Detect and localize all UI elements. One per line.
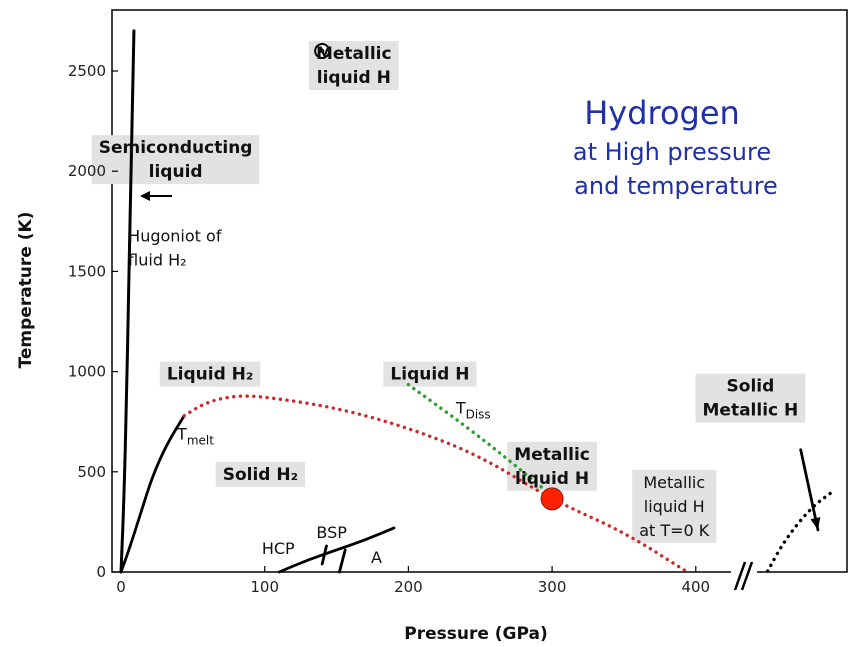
label-hugoniot: Hugoniot of fluid H₂ xyxy=(128,226,222,269)
x-tick-label: 300 xyxy=(538,578,567,596)
label-bsp: BSP xyxy=(316,523,347,542)
label-line: Liquid H₂ xyxy=(167,365,254,385)
x-tick-label: 100 xyxy=(250,578,279,596)
label-solid-metallic-h: Solid Metallic H xyxy=(703,377,799,421)
label-line: A xyxy=(371,548,382,567)
label-line: liquid H xyxy=(515,469,589,489)
series-hugoniot xyxy=(119,29,136,574)
chart-subtitle-2: and temperature xyxy=(574,172,778,200)
label-t-melt: Tmelt xyxy=(176,425,214,448)
annotation-labels: Metallic liquid H Semiconducting liquid Hugo… xyxy=(99,44,799,567)
label-metallic-liquid-h-zero: Metallic liquid H at T=0 K xyxy=(639,473,710,540)
label-hcp: HCP xyxy=(262,539,295,558)
label-box xyxy=(91,135,260,185)
label-box xyxy=(695,373,806,423)
x-axis-title: Pressure (GPa) xyxy=(404,624,548,644)
plot-frame xyxy=(111,9,848,573)
label-liquid-h: Liquid H xyxy=(390,365,469,385)
chart-title: Hydrogen xyxy=(584,94,740,132)
label-box xyxy=(215,461,306,487)
label-box xyxy=(632,469,717,543)
series-solid_metallic_boundary xyxy=(765,490,835,573)
label-box xyxy=(159,361,261,387)
label-box xyxy=(383,361,477,387)
arrowhead-icon xyxy=(810,517,821,530)
chart-subtitle-1: at High pressure xyxy=(573,138,771,166)
label-metallic-liquid-h-mid: Metallic liquid H xyxy=(514,445,590,489)
series-solid_metallic_arrow xyxy=(799,448,820,532)
x-tick-label: 0 xyxy=(116,578,126,596)
y-tick-label: 1000 xyxy=(68,363,106,381)
label-t-diss: TDiss xyxy=(455,399,491,422)
label-phase-a: A xyxy=(371,548,382,567)
y-axis-title: Temperature (K) xyxy=(16,212,36,369)
label-line: Tmelt xyxy=(176,425,214,448)
data-curves xyxy=(119,29,835,574)
label-line: at T=0 K xyxy=(639,521,710,540)
y-tick-label: 0 xyxy=(96,563,106,581)
label-line: Metallic xyxy=(643,473,705,492)
label-line: fluid H₂ xyxy=(128,250,186,269)
label-line: Metallic xyxy=(316,44,392,64)
label-line: liquid H xyxy=(644,497,705,516)
label-boxes xyxy=(91,40,806,543)
label-liquid-h2: Liquid H₂ xyxy=(167,365,254,385)
label-line: Liquid H xyxy=(390,365,469,385)
critical-point-marker xyxy=(540,487,564,511)
label-line: BSP xyxy=(316,523,347,542)
metallic-liquid-marker-dot xyxy=(319,48,325,54)
axis-break-icon xyxy=(731,560,757,591)
series-dissociation xyxy=(406,382,554,498)
y-tick-label: 2500 xyxy=(68,62,106,80)
series-phase_divider_2 xyxy=(338,548,347,574)
label-line: Solid H₂ xyxy=(223,465,298,485)
label-line: Metallic H xyxy=(703,401,799,421)
label-line: TDiss xyxy=(455,399,491,422)
y-tick-label: 500 xyxy=(77,463,106,481)
label-line: liquid H xyxy=(317,68,391,88)
axis-ticks: 0 100 200 300 400 0 500 1000 1500 2000 2500 xyxy=(68,62,710,596)
y-tick-label: 1500 xyxy=(68,262,106,280)
label-line: Solid xyxy=(727,377,775,397)
y-tick-label: 2000 xyxy=(68,162,106,180)
label-line: Metallic xyxy=(514,445,590,465)
series-melt_dotted xyxy=(182,394,688,573)
series-phase_divider_1 xyxy=(320,544,328,566)
x-tick-label: 400 xyxy=(681,578,710,596)
label-semiconducting-liquid: Semiconducting liquid xyxy=(99,138,253,182)
label-line: HCP xyxy=(262,539,295,558)
hugoniot-arrow-icon xyxy=(140,191,172,201)
label-line: Hugoniot of xyxy=(128,226,222,245)
label-line: Semiconducting xyxy=(99,138,253,158)
series-phase_hcp_bsp xyxy=(277,526,396,574)
series-melt_solid xyxy=(119,414,186,574)
label-solid-h2: Solid H₂ xyxy=(223,465,298,485)
label-box xyxy=(507,441,597,491)
label-line: liquid xyxy=(149,162,203,182)
label-metallic-liquid-h-top: Metallic liquid H xyxy=(316,44,392,88)
x-tick-label: 200 xyxy=(394,578,423,596)
